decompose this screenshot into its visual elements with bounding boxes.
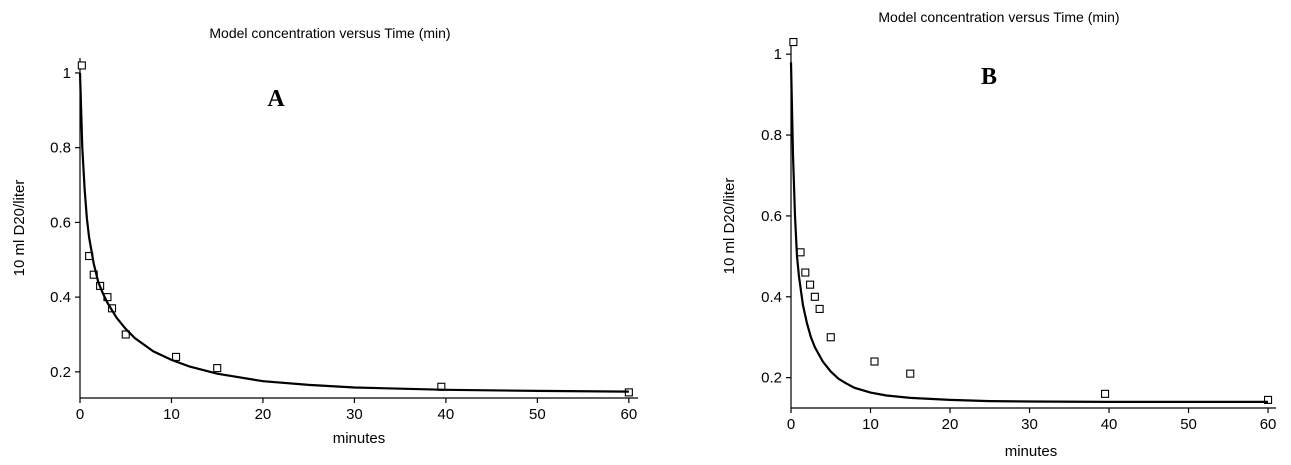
data-point bbox=[826, 333, 835, 342]
x-axis-title: minutes bbox=[1005, 443, 1058, 460]
x-tick-label: 10 bbox=[862, 416, 879, 433]
x-tick-label: 20 bbox=[255, 406, 272, 423]
y-tick-label: 0.6 bbox=[50, 214, 71, 231]
data-point bbox=[815, 304, 824, 313]
x-tick-label: 10 bbox=[163, 406, 180, 423]
chart-a-svg: Model concentration versus Time (min) A … bbox=[11, 25, 638, 447]
y-axis-title: 10 ml D20/liter bbox=[721, 178, 738, 275]
data-point bbox=[1263, 395, 1273, 404]
y-tick-label: 1 bbox=[774, 46, 782, 63]
x-tick-label: 0 bbox=[787, 416, 795, 433]
y-tick-label: 0.2 bbox=[50, 364, 71, 381]
data-point bbox=[1101, 389, 1110, 398]
chart-title: Model concentration versus Time (min) bbox=[878, 9, 1119, 25]
chart-panel-a: Model concentration versus Time (min) A … bbox=[11, 25, 638, 447]
data-point bbox=[121, 330, 130, 339]
y-tick-label: 0.8 bbox=[761, 127, 782, 144]
data-point bbox=[213, 364, 222, 373]
data-point bbox=[806, 280, 815, 289]
y-tick-label: 0.4 bbox=[50, 289, 71, 306]
chart-b-svg: Model concentration versus Time (min) B … bbox=[721, 9, 1277, 460]
y-tick-label: 0.8 bbox=[50, 140, 71, 157]
y-tick-label: 1 bbox=[63, 65, 71, 82]
x-tick-label: 50 bbox=[1180, 416, 1197, 433]
x-tick-label: 60 bbox=[621, 406, 638, 423]
y-tick-label: 0.6 bbox=[761, 208, 782, 225]
data-point bbox=[789, 37, 798, 47]
panel-label: A bbox=[267, 86, 285, 112]
x-tick-label: 30 bbox=[346, 406, 363, 423]
x-tick-label: 40 bbox=[438, 406, 455, 423]
data-point bbox=[810, 292, 819, 301]
data-point bbox=[171, 352, 181, 361]
y-axis-title: 10 ml D20/liter bbox=[11, 180, 28, 277]
model-fit-curve bbox=[789, 62, 1268, 403]
x-tick-label: 60 bbox=[1260, 416, 1277, 433]
chart-title: Model concentration versus Time (min) bbox=[209, 25, 450, 41]
data-point bbox=[801, 268, 810, 277]
x-axis-title: minutes bbox=[333, 430, 386, 447]
x-tick-label: 0 bbox=[76, 406, 84, 423]
y-tick-label: 0.4 bbox=[761, 289, 782, 306]
x-tick-label: 30 bbox=[1021, 416, 1038, 433]
data-point bbox=[870, 357, 879, 366]
x-tick-label: 40 bbox=[1101, 416, 1118, 433]
x-tick-label: 20 bbox=[942, 416, 959, 433]
panel-label: B bbox=[981, 64, 997, 90]
chart-panel-b: Model concentration versus Time (min) B … bbox=[650, 0, 1291, 465]
y-tick-label: 0.2 bbox=[761, 370, 782, 387]
data-point bbox=[77, 61, 86, 70]
x-tick-label: 50 bbox=[529, 406, 546, 423]
data-point bbox=[906, 369, 915, 378]
model-fit-curve bbox=[78, 72, 629, 393]
data-point bbox=[796, 248, 805, 257]
